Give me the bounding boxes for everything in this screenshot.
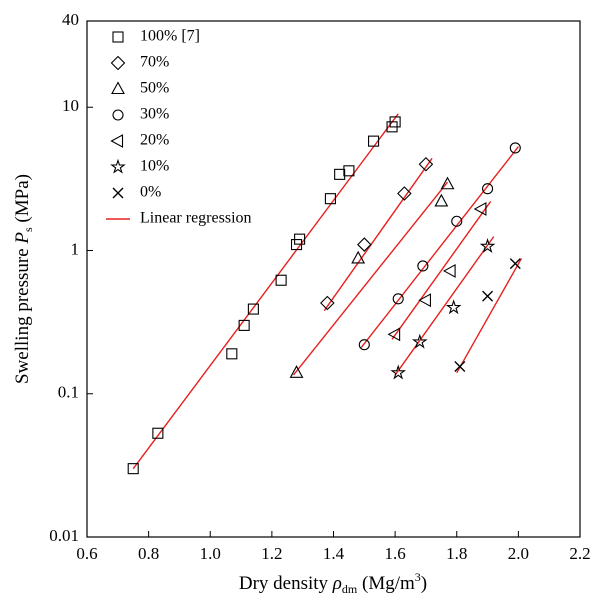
x-tick-label: 2.2 (569, 544, 590, 563)
y-label-symbol: P (12, 232, 33, 245)
y-tick-label: 1 (71, 239, 80, 258)
x-axis-label: Dry density ρdm (Mg/m3) (239, 570, 427, 596)
legend-label: Linear regression (140, 210, 252, 227)
data-point (289, 365, 304, 378)
data-point (320, 295, 335, 311)
legend-marker (111, 81, 125, 95)
y-label-unit: (MPa) (12, 174, 33, 227)
legend-marker (110, 134, 124, 148)
data-point (351, 250, 366, 264)
regression-line (323, 157, 433, 312)
data-point (368, 135, 380, 147)
x-tick-label: 2.0 (508, 544, 529, 563)
data-point (275, 274, 287, 286)
legend-label: 100% [7] (140, 28, 200, 45)
data-point (357, 237, 372, 252)
y-axis-label: Swelling pressure Ps (MPa) (12, 174, 34, 384)
x-tick-label: 1.4 (323, 544, 345, 563)
regression-line (394, 236, 495, 376)
x-label-part: Dry density (239, 573, 333, 594)
data-point (418, 293, 431, 308)
data-point (451, 215, 463, 227)
x-label-symbol: ρ (332, 573, 342, 594)
y-tick-label: 40 (62, 10, 79, 29)
legend-marker (112, 109, 124, 121)
x-tick-label: 0.6 (76, 544, 97, 563)
legend-marker (112, 187, 124, 199)
data-point (392, 293, 404, 305)
y-tick-label: 10 (62, 96, 79, 115)
regression-line (360, 146, 519, 349)
data-point (226, 348, 238, 360)
data-point (479, 238, 496, 253)
legend-label: 0% (140, 184, 161, 201)
data-point (247, 303, 259, 315)
x-label-sup: 3 (415, 570, 421, 584)
data-point (389, 116, 401, 128)
data-point (324, 193, 336, 205)
data-point (358, 339, 370, 351)
x-label-sub: dm (342, 582, 358, 596)
legend-label: 70% (140, 54, 169, 71)
y-tick-label: 0.1 (58, 383, 79, 402)
legend-marker (112, 31, 124, 43)
data-point (418, 156, 434, 172)
regression-line (391, 201, 492, 340)
data-point (397, 186, 412, 201)
data-point (482, 183, 494, 195)
data-point (127, 463, 139, 475)
data-point (334, 168, 346, 180)
data-point (442, 264, 456, 278)
data-point (445, 299, 462, 315)
data-point (434, 193, 449, 207)
data-point (411, 333, 428, 349)
plot-frame (86, 20, 581, 538)
y-label-sub: s (21, 227, 35, 232)
x-tick-label: 1.0 (200, 544, 221, 563)
data-point (343, 165, 355, 177)
legend-marker (110, 55, 126, 71)
legend-marker (110, 158, 126, 174)
legend-label: 10% (140, 158, 169, 175)
x-tick-label: 1.8 (446, 544, 467, 563)
data-point (390, 364, 407, 380)
data-point (473, 202, 487, 216)
data-point (440, 176, 455, 190)
data-point (482, 290, 494, 302)
regression-line (132, 113, 399, 470)
data-point (417, 260, 429, 272)
data-point (294, 233, 306, 245)
x-label-end: ) (421, 573, 427, 594)
data-point (509, 258, 521, 270)
x-tick-label: 1.6 (385, 544, 406, 563)
x-tick-label: 0.8 (138, 544, 159, 563)
data-point (152, 427, 164, 439)
data-point (454, 360, 466, 372)
regression-line (456, 258, 523, 374)
data-point (387, 327, 401, 342)
x-tick-label: 1.2 (261, 544, 282, 563)
legend-label: 20% (140, 132, 169, 149)
regression-line (292, 181, 449, 376)
legend-label: 30% (140, 106, 169, 123)
legend-label: 50% (140, 80, 169, 97)
data-point (238, 319, 250, 331)
y-tick-label: 0.01 (49, 526, 79, 545)
x-label-unit: (Mg/m (357, 573, 415, 594)
data-point (509, 142, 521, 154)
y-label-part: Swelling pressure (12, 244, 33, 384)
